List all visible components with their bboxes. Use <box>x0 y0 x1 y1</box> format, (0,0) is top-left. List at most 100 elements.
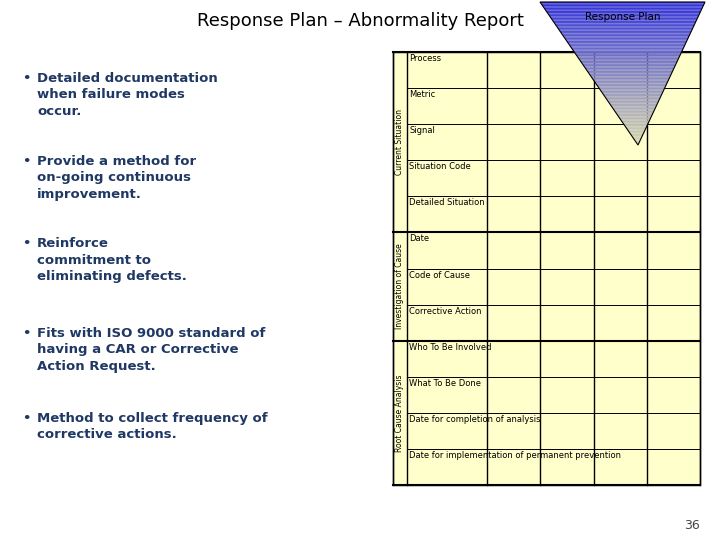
Polygon shape <box>598 86 665 88</box>
Polygon shape <box>613 108 655 109</box>
Polygon shape <box>621 120 649 122</box>
Polygon shape <box>608 100 659 102</box>
Polygon shape <box>582 64 676 65</box>
Polygon shape <box>600 89 664 91</box>
Polygon shape <box>564 38 688 39</box>
Polygon shape <box>570 46 684 48</box>
Polygon shape <box>635 141 640 142</box>
Text: Current Situation: Current Situation <box>395 109 405 175</box>
Text: •: • <box>22 155 30 168</box>
Polygon shape <box>634 139 641 141</box>
Text: Method to collect frequency of
corrective actions.: Method to collect frequency of correctiv… <box>37 412 268 442</box>
Polygon shape <box>572 49 683 51</box>
Polygon shape <box>540 2 705 3</box>
Polygon shape <box>553 21 696 22</box>
Text: •: • <box>22 412 30 425</box>
Polygon shape <box>556 25 694 26</box>
Polygon shape <box>625 126 647 128</box>
Polygon shape <box>554 23 695 25</box>
Polygon shape <box>575 53 681 55</box>
Polygon shape <box>559 29 692 31</box>
Polygon shape <box>548 14 700 15</box>
Polygon shape <box>551 18 698 19</box>
Polygon shape <box>545 9 702 11</box>
Text: Signal: Signal <box>409 126 435 135</box>
Text: Fits with ISO 9000 standard of
having a CAR or Corrective
Action Request.: Fits with ISO 9000 standard of having a … <box>37 327 266 373</box>
Polygon shape <box>607 99 660 100</box>
Polygon shape <box>567 40 687 42</box>
Polygon shape <box>621 119 650 120</box>
Polygon shape <box>618 115 652 117</box>
Polygon shape <box>573 51 683 52</box>
Polygon shape <box>579 59 678 60</box>
Polygon shape <box>603 93 662 95</box>
Polygon shape <box>627 129 645 131</box>
Polygon shape <box>595 82 667 84</box>
Polygon shape <box>619 118 651 119</box>
Polygon shape <box>587 71 673 72</box>
Polygon shape <box>583 65 675 66</box>
Polygon shape <box>633 138 642 139</box>
Polygon shape <box>591 76 670 78</box>
Polygon shape <box>564 36 689 38</box>
Polygon shape <box>631 135 643 137</box>
Polygon shape <box>554 22 696 23</box>
Text: Metric: Metric <box>409 90 436 99</box>
Polygon shape <box>613 109 654 111</box>
Polygon shape <box>541 3 704 5</box>
Polygon shape <box>611 106 656 108</box>
Polygon shape <box>602 92 663 93</box>
Polygon shape <box>546 11 701 12</box>
Text: Corrective Action: Corrective Action <box>409 307 482 315</box>
Polygon shape <box>576 55 680 56</box>
Polygon shape <box>624 125 647 126</box>
Text: •: • <box>22 72 30 85</box>
Text: Date: Date <box>409 234 429 244</box>
Polygon shape <box>626 128 646 129</box>
Polygon shape <box>589 73 672 75</box>
Polygon shape <box>603 95 662 96</box>
Polygon shape <box>629 132 644 133</box>
Polygon shape <box>542 5 703 6</box>
Text: Who To Be Involved: Who To Be Involved <box>409 343 492 352</box>
Polygon shape <box>614 111 654 112</box>
Text: Date for completion of analysis: Date for completion of analysis <box>409 415 541 424</box>
Polygon shape <box>549 15 699 16</box>
Polygon shape <box>605 96 661 98</box>
Text: Date for implementation of permanent prevention: Date for implementation of permanent pre… <box>409 451 621 460</box>
Text: 36: 36 <box>684 519 700 532</box>
Polygon shape <box>572 48 683 49</box>
Polygon shape <box>586 69 673 71</box>
Polygon shape <box>584 66 675 68</box>
Polygon shape <box>636 142 639 144</box>
Polygon shape <box>624 124 648 125</box>
Text: Provide a method for
on-going continuous
improvement.: Provide a method for on-going continuous… <box>37 155 196 201</box>
Polygon shape <box>544 8 702 9</box>
Polygon shape <box>610 104 657 105</box>
Polygon shape <box>580 60 678 62</box>
Polygon shape <box>581 62 677 64</box>
Polygon shape <box>568 44 685 45</box>
Polygon shape <box>588 72 672 73</box>
Polygon shape <box>570 45 685 46</box>
Polygon shape <box>585 68 674 69</box>
Polygon shape <box>550 16 698 18</box>
Polygon shape <box>575 52 682 53</box>
Polygon shape <box>630 133 644 135</box>
Polygon shape <box>616 112 654 113</box>
Polygon shape <box>597 85 666 86</box>
Polygon shape <box>608 102 658 104</box>
Polygon shape <box>557 28 693 29</box>
Polygon shape <box>618 117 652 118</box>
Polygon shape <box>592 78 670 79</box>
Polygon shape <box>599 88 665 89</box>
Text: Process: Process <box>409 54 441 63</box>
Text: Situation Code: Situation Code <box>409 162 471 171</box>
Polygon shape <box>561 32 691 33</box>
Polygon shape <box>637 144 639 145</box>
Polygon shape <box>632 137 642 138</box>
Text: Reinforce
commitment to
eliminating defects.: Reinforce commitment to eliminating defe… <box>37 237 187 283</box>
Text: •: • <box>22 327 30 340</box>
Polygon shape <box>606 98 660 99</box>
Polygon shape <box>557 26 693 28</box>
